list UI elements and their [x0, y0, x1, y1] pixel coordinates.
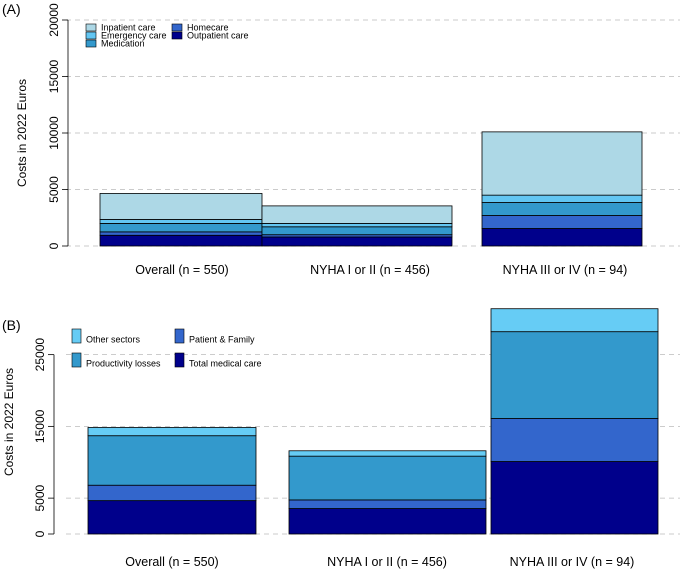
bar-segment-patient-family [288, 499, 487, 509]
y-tick-label: 0 [33, 530, 47, 537]
legend-label: Inpatient care [101, 23, 156, 33]
bar-segment-other-sectors [490, 308, 659, 333]
bar-segment-other-sectors [87, 427, 257, 437]
bar-segment-patient-family [87, 484, 257, 502]
bar-segment-inpatient-care [261, 205, 453, 224]
legend-swatch [71, 328, 82, 344]
y-tick-label: 20000 [47, 3, 61, 37]
legend-swatch [174, 352, 185, 368]
bar-segment-patient-family [490, 418, 659, 462]
panel-b-societal-costs: (B) 0 5000 15000 25000 Costs in 2022 Euros Ove… [2, 308, 680, 569]
legend-label: Medication [101, 39, 145, 49]
category-label: Overall (n = 550) [135, 263, 228, 277]
legend-swatch [85, 31, 97, 40]
y-tick-label: 5000 [33, 484, 47, 511]
bar-segment-productivity-losses [288, 455, 487, 501]
legend-swatch [171, 23, 183, 32]
y-tick-label: 0 [47, 242, 61, 249]
legend-label: Other sectors [86, 335, 141, 345]
y-tick-label: 15000 [47, 59, 61, 93]
panel-label: (B) [2, 317, 21, 333]
legend-swatch [171, 31, 183, 40]
legend-swatch [71, 352, 82, 368]
bar-segment-outpatient-care [99, 234, 263, 247]
legend-swatch [85, 39, 97, 48]
bar-segment-outpatient-care [481, 228, 643, 247]
legend-label: Patient & Family [189, 335, 255, 345]
bar-segment-productivity-losses [87, 435, 257, 486]
bar-segment-emergency-care [99, 219, 263, 224]
y-tick-label: 5000 [47, 176, 61, 203]
y-axis-label: Costs in 2022 Euros [2, 368, 16, 476]
bar-segment-other-sectors [288, 450, 487, 457]
bar-segment-emergency-care [261, 222, 453, 228]
legend-swatch [174, 328, 185, 344]
category-label: NYHA I or II (n = 456) [327, 555, 447, 569]
bar-segment-homecare [481, 215, 643, 229]
legend-label: Total medical care [189, 359, 262, 369]
category-label: NYHA I or II (n = 456) [310, 263, 430, 277]
legend-swatch [85, 23, 97, 32]
bar-segment-medication [481, 202, 643, 216]
legend-label: Emergency care [101, 31, 167, 41]
bar-segment-total-medical-care [288, 508, 487, 535]
bar-segment-medication [261, 226, 453, 236]
bar-segment-medication [99, 222, 263, 233]
y-axis-label: Costs in 2022 Euros [15, 79, 29, 187]
bar-segment-homecare [99, 231, 263, 236]
category-label: NYHA III or IV (n = 94) [503, 263, 628, 277]
y-tick-label: 25000 [33, 338, 47, 372]
bar-segment-outpatient-care [261, 236, 453, 247]
bar-segment-emergency-care [481, 194, 643, 203]
y-tick-label: 10000 [47, 116, 61, 150]
legend-label: Productivity losses [86, 359, 161, 369]
panel-label: (A) [2, 1, 21, 17]
bar-segment-total-medical-care [87, 500, 257, 535]
category-label: Overall (n = 550) [125, 555, 218, 569]
bar-segment-inpatient-care [481, 131, 643, 196]
legend-label: Outpatient care [187, 31, 249, 41]
bar-segment-productivity-losses [490, 331, 659, 419]
bar-segment-total-medical-care [490, 461, 659, 535]
legend-label: Homecare [187, 23, 229, 33]
panel-a-medical-costs: (A) 0 5000 10000 15000 20000 Costs in 2022 Eur… [2, 1, 680, 277]
category-label: NYHA III or IV (n = 94) [510, 555, 635, 569]
y-tick-label: 15000 [33, 409, 47, 443]
bar-segment-inpatient-care [99, 193, 263, 220]
